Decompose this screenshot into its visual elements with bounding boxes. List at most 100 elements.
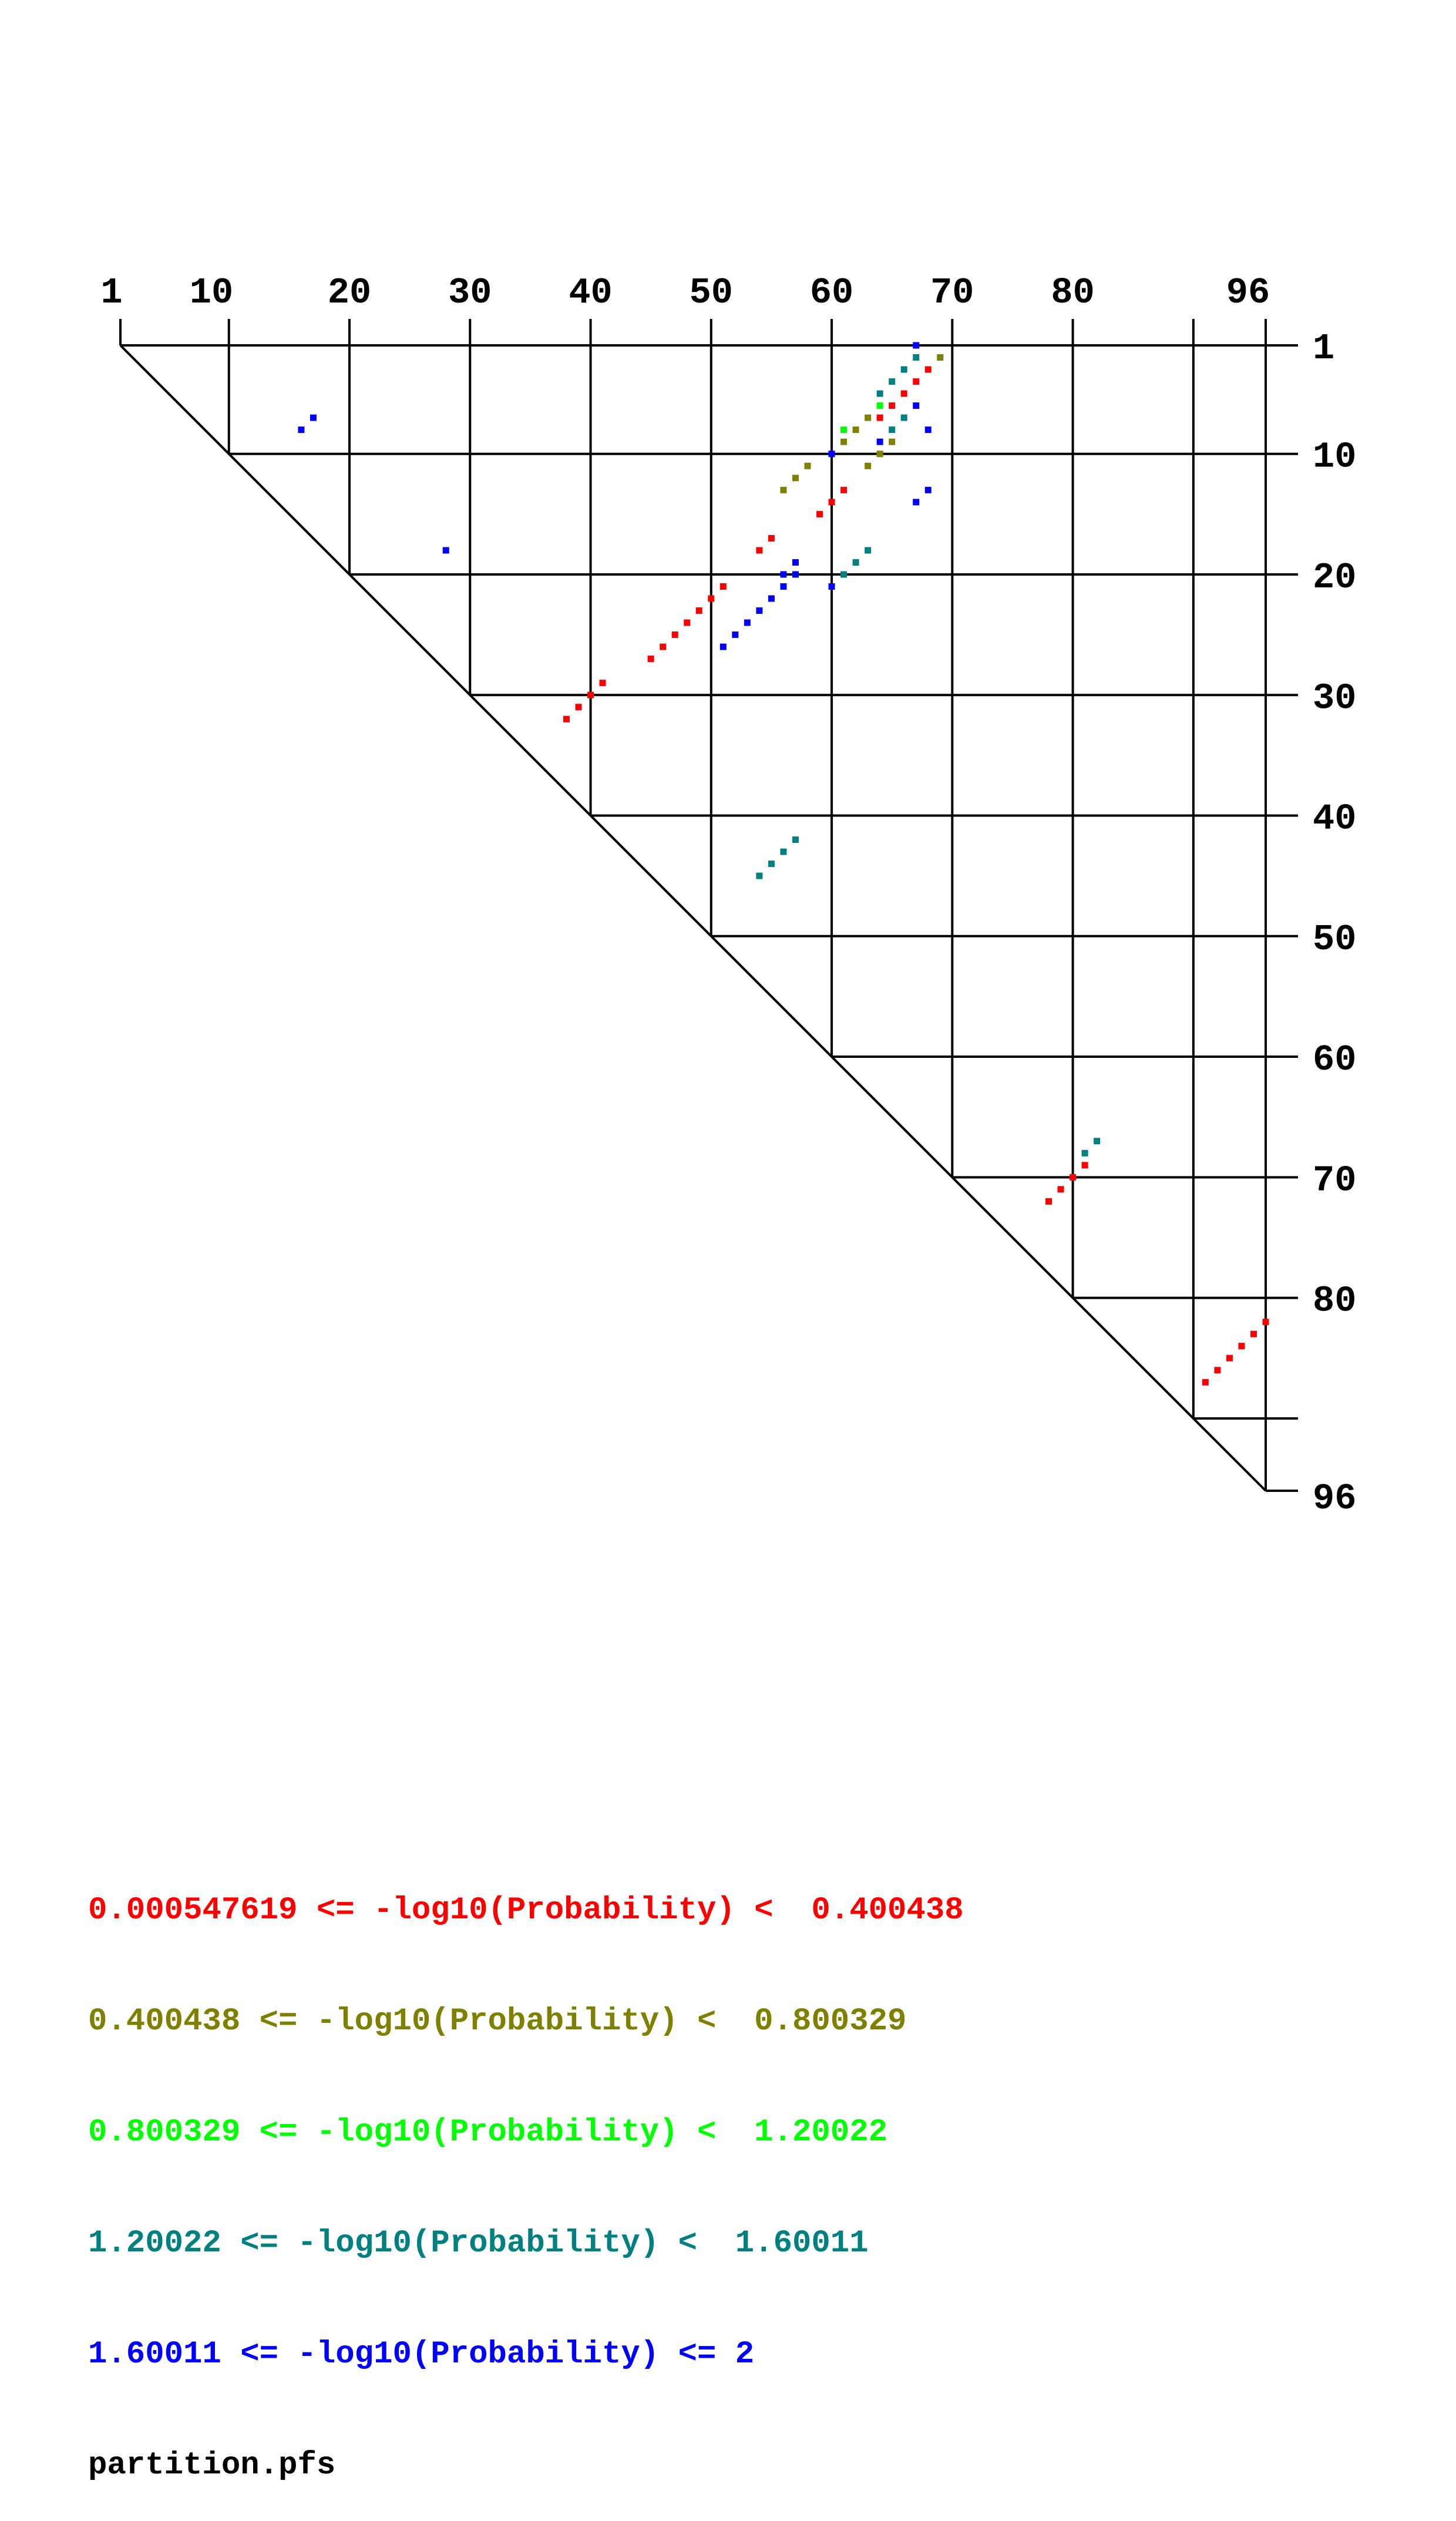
pair-dot <box>1057 1186 1064 1193</box>
pair-dot <box>792 571 799 578</box>
right-tick-label: 96 <box>1313 1478 1356 1520</box>
pair-dot <box>840 426 848 433</box>
pair-dot <box>828 583 835 590</box>
pair-dot <box>913 342 920 349</box>
pair-dot <box>924 426 932 433</box>
pair-dot <box>768 595 775 602</box>
pair-dot <box>876 390 883 397</box>
top-tick-label: 20 <box>328 272 371 314</box>
pair-dot <box>719 643 727 650</box>
right-tick-label: 30 <box>1313 677 1356 719</box>
pair-dot <box>575 704 582 711</box>
pair-dot <box>913 354 920 361</box>
pair-dot <box>865 547 872 554</box>
pair-dot <box>913 499 920 506</box>
pair-dot <box>671 631 678 638</box>
pair-dot <box>865 414 872 421</box>
pair-dot <box>1250 1330 1257 1337</box>
pair-dot <box>889 378 896 385</box>
pair-dot <box>876 402 883 409</box>
pair-dot <box>1238 1343 1245 1350</box>
pair-dot <box>599 680 606 687</box>
right-tick-label: 40 <box>1313 798 1356 840</box>
pair-dot <box>1262 1319 1269 1326</box>
top-tick-labels: 1 10 20 30 40 50 60 70 80 96 <box>100 272 1270 314</box>
pair-dot <box>1214 1367 1221 1374</box>
right-tick-label: 80 <box>1313 1280 1356 1322</box>
legend: 0.000547619 <= -log10(Probability) < 0.4… <box>88 1818 964 2521</box>
pair-dot <box>840 438 848 445</box>
pair-dot <box>816 510 823 517</box>
right-tick-label: 20 <box>1313 557 1356 599</box>
dot-plot: 1 10 20 30 40 50 60 70 80 96 1 10 20 30 40 50 60 70 80 96 <box>100 272 1356 1520</box>
pair-dot <box>442 547 449 554</box>
pair-dot <box>695 607 702 614</box>
pair-dot <box>840 486 848 493</box>
pair-dot <box>780 583 787 590</box>
top-tick-label: 10 <box>190 272 233 314</box>
top-tick-label: 30 <box>448 272 492 314</box>
pair-dot <box>756 607 763 614</box>
pair-dot <box>840 571 848 578</box>
pair-dot <box>768 535 775 542</box>
pair-dot <box>298 426 305 433</box>
legend-entry-green: 0.800329 <= -log10(Probability) < 1.2002… <box>88 2115 888 2150</box>
top-tick-label: 80 <box>1051 272 1094 314</box>
pair-dot <box>900 366 907 373</box>
pair-dot <box>828 499 835 506</box>
top-tick-label: 1 <box>100 272 122 314</box>
pair-dot <box>792 475 799 482</box>
pair-dot <box>744 619 751 626</box>
top-tick-label: 70 <box>930 272 974 314</box>
pair-dot <box>1226 1354 1233 1362</box>
right-tick-label: 60 <box>1313 1039 1356 1081</box>
pair-dot <box>889 426 896 433</box>
pair-dot <box>1081 1149 1088 1157</box>
pair-dot <box>792 836 799 843</box>
top-tick-label: 40 <box>569 272 612 314</box>
pair-dot <box>1081 1162 1088 1169</box>
diagonal-line <box>119 344 1267 1492</box>
pair-dot <box>937 354 944 361</box>
pair-dot <box>865 462 872 469</box>
legend-entry-blue: 1.60011 <= -log10(Probability) <= 2 <box>88 2337 755 2372</box>
pair-dot <box>780 486 787 493</box>
right-tick-label: 1 <box>1313 328 1334 369</box>
right-tick-labels: 1 10 20 30 40 50 60 70 80 96 <box>1313 328 1356 1520</box>
pair-dot <box>913 402 920 409</box>
pair-dot <box>889 438 896 445</box>
pair-dot <box>780 571 787 578</box>
pair-dot <box>804 462 811 469</box>
pair-dot <box>1202 1379 1209 1386</box>
pair-dot <box>756 872 763 879</box>
pair-dot <box>647 656 654 663</box>
pair-dot <box>913 378 920 385</box>
pair-dot <box>852 426 859 433</box>
pair-dot <box>780 848 787 855</box>
top-tick-label: 96 <box>1226 272 1270 314</box>
grid-lines <box>119 319 1298 1492</box>
pair-dot <box>792 559 799 566</box>
pair-dot <box>924 486 932 493</box>
pair-dot <box>852 559 859 566</box>
pair-dot <box>719 583 727 590</box>
pair-dot <box>1045 1198 1053 1205</box>
pair-dot <box>876 414 883 421</box>
probability-dots <box>298 342 1269 1386</box>
legend-entry-teal: 1.20022 <= -log10(Probability) < 1.60011 <box>88 2226 869 2261</box>
right-tick-label: 50 <box>1313 919 1356 960</box>
filename-label: partition.pfs <box>88 2448 336 2483</box>
right-tick-label: 70 <box>1313 1159 1356 1201</box>
pair-dot <box>310 414 317 421</box>
right-tick-label: 10 <box>1313 436 1356 478</box>
pair-dot <box>900 414 907 421</box>
pair-dot <box>660 643 667 650</box>
legend-entry-red: 0.000547619 <= -log10(Probability) < 0.4… <box>88 1893 964 1928</box>
pair-dot <box>828 451 835 458</box>
pair-dot <box>876 438 883 445</box>
pair-dot <box>900 390 907 397</box>
pair-dot <box>563 715 570 722</box>
pair-dot <box>889 402 896 409</box>
pair-dot <box>876 451 883 458</box>
legend-entry-olive: 0.400438 <= -log10(Probability) < 0.8003… <box>88 2004 907 2039</box>
